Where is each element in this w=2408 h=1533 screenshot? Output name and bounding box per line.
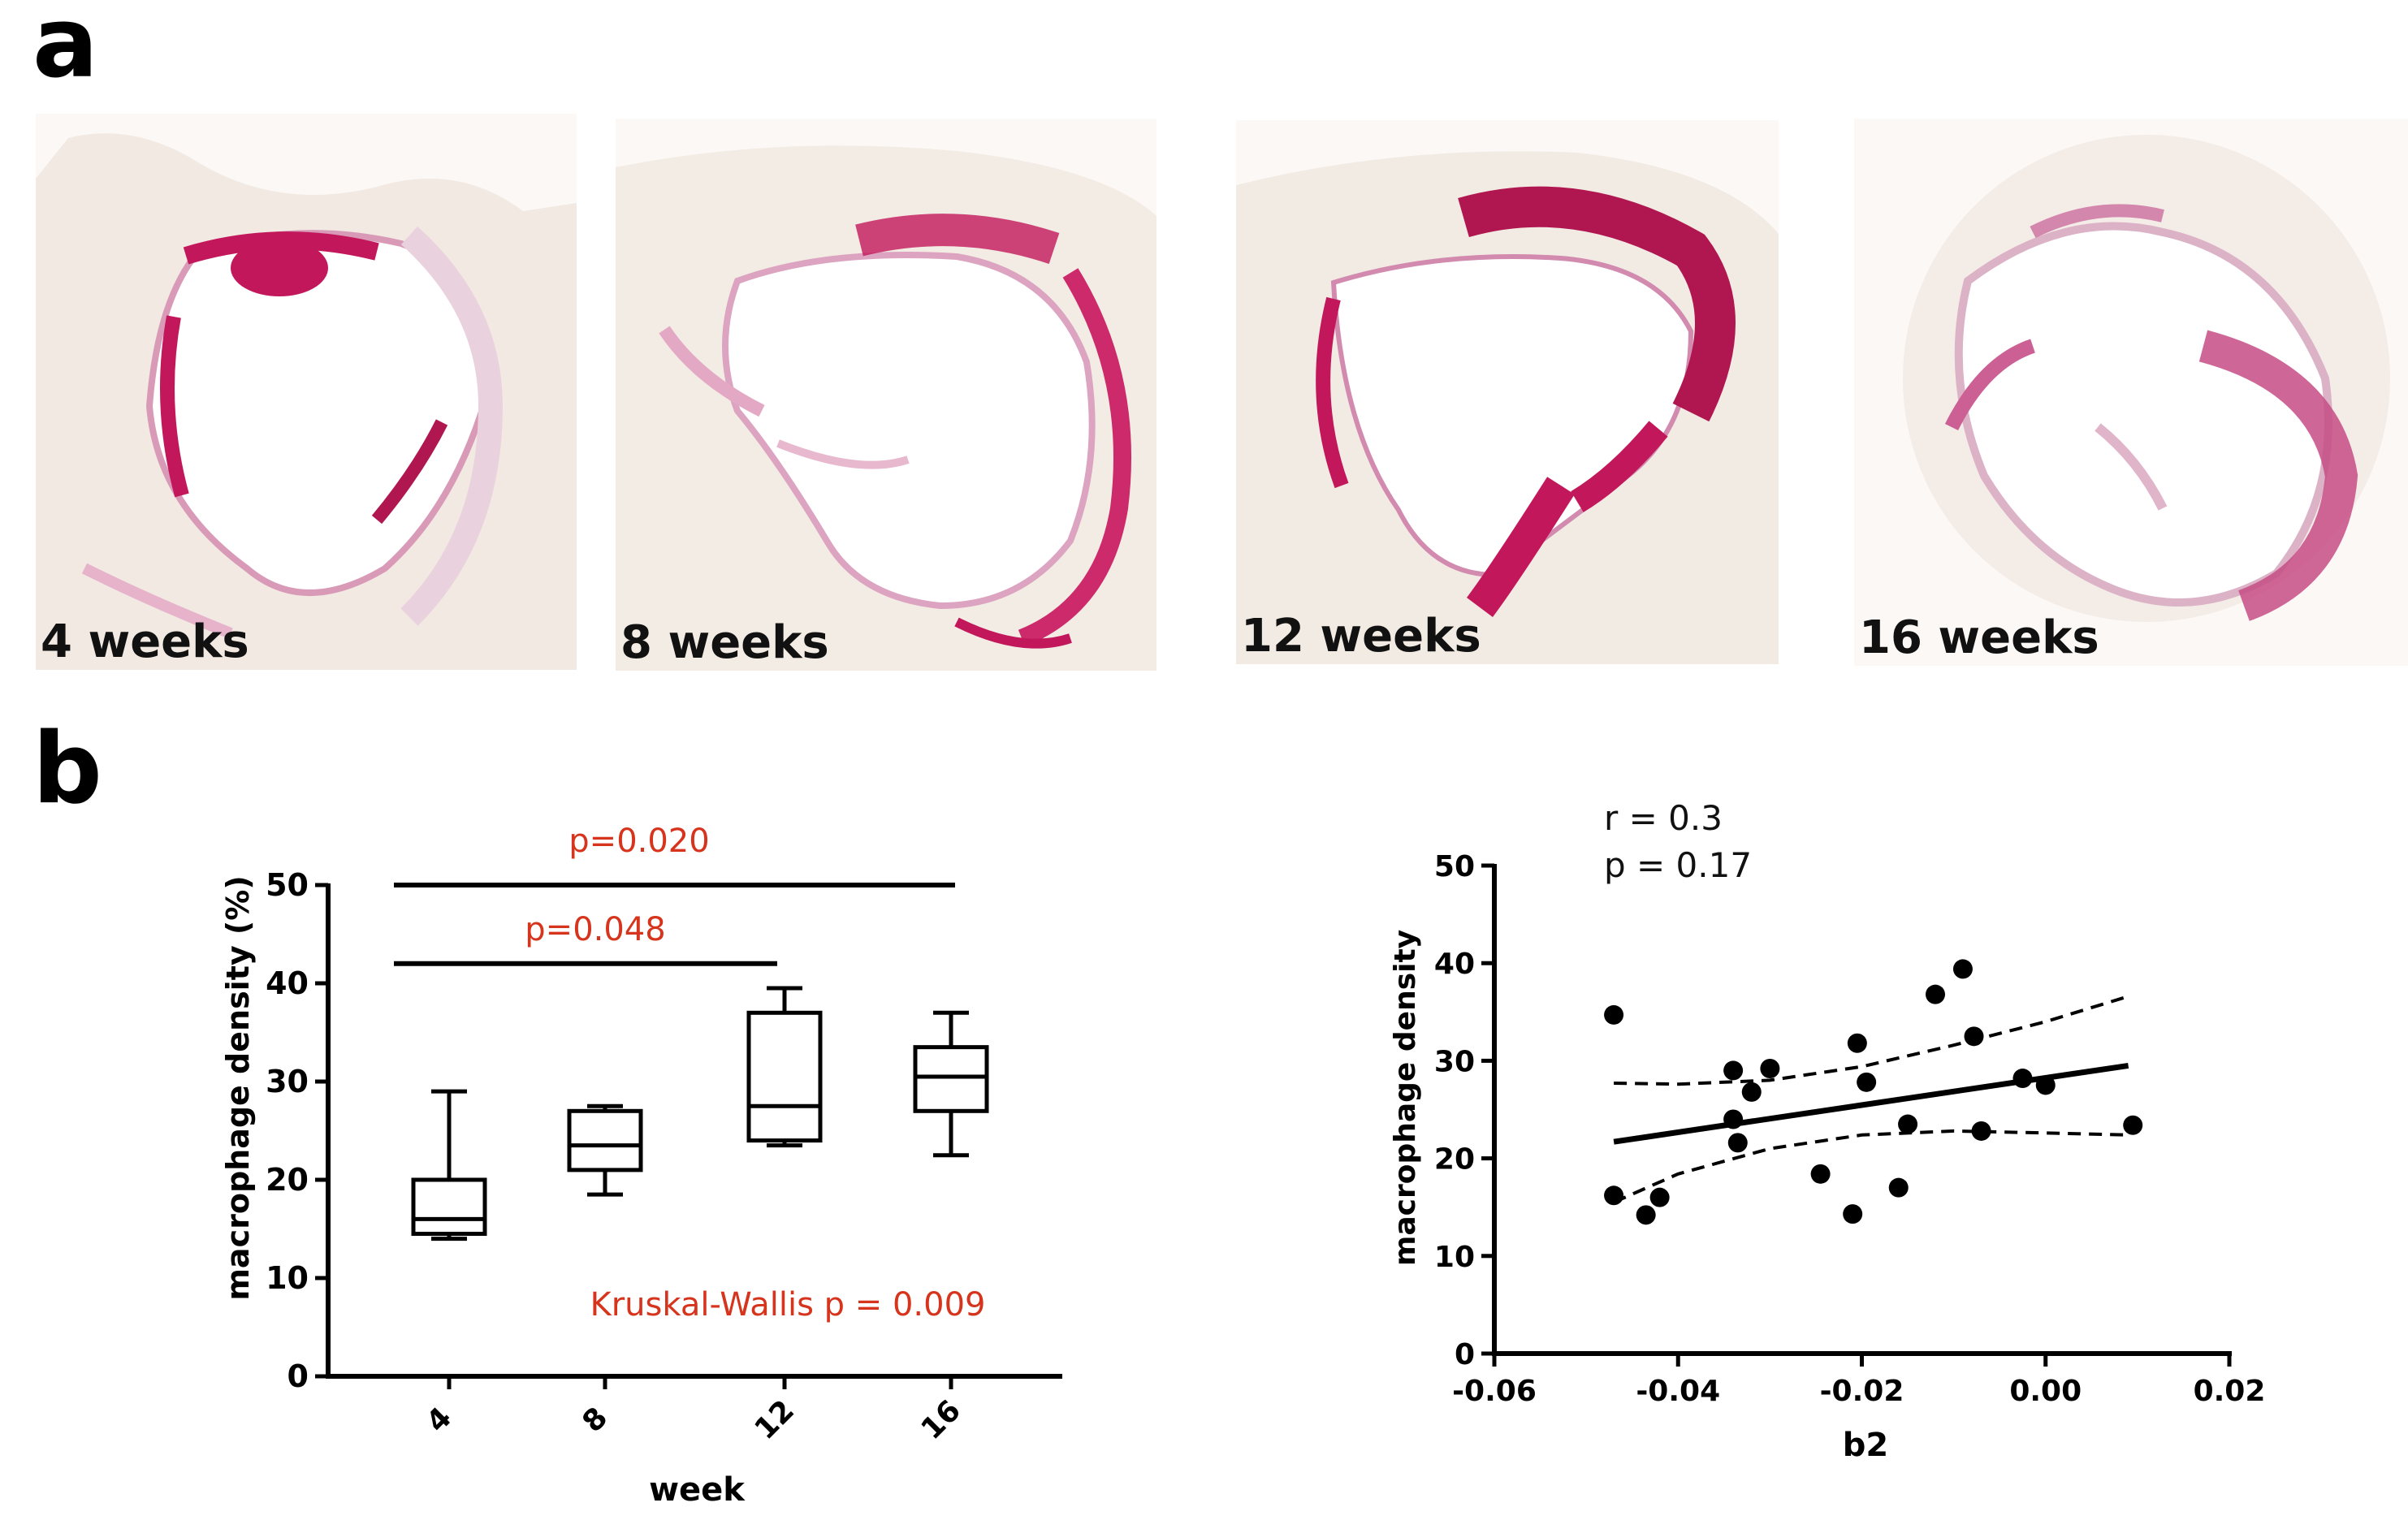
- correlation-p: p = 0.17: [1604, 845, 1752, 885]
- scatter-axes: [1492, 864, 2232, 1356]
- panel-a-letter: a: [32, 0, 98, 100]
- micrograph-label: 8 weeks: [620, 616, 829, 669]
- scatter-y-tick-label: 0: [1455, 1338, 1475, 1371]
- micrograph-4-weeks: 4 weeks: [36, 114, 577, 670]
- data-point: [1926, 984, 1945, 1004]
- box-week-12: [746, 986, 823, 1148]
- data-point: [1760, 1059, 1780, 1079]
- tissue-section-image: [36, 114, 577, 670]
- data-point: [1843, 1204, 1863, 1224]
- data-point: [1723, 1060, 1744, 1081]
- data-point: [1810, 1164, 1831, 1184]
- boxplot-y-ticks: 0 10 20 30 40 50: [266, 867, 328, 1394]
- scatter-y-tick-label: 30: [1434, 1045, 1475, 1078]
- data-point: [1847, 1033, 1867, 1053]
- scatter-x-tick-label: -0.04: [1636, 1375, 1720, 1408]
- boxplot-y-tick-label: 10: [266, 1260, 309, 1296]
- scatter-y-ticks: 0 10 20 30 40 50: [1434, 850, 1494, 1371]
- bracket-p-value-4-vs-12: p=0.048: [525, 911, 665, 948]
- box-iqr: [411, 1177, 487, 1237]
- boxplot-y-tick-label: 0: [287, 1358, 309, 1394]
- box-iqr: [567, 1108, 643, 1172]
- data-point: [2123, 1115, 2143, 1135]
- scatter-x-ticks: -0.06 -0.04 -0.02 0.00 0.02: [1452, 1354, 2265, 1408]
- micrograph-16-weeks: 16 weeks: [1854, 119, 2408, 666]
- scatter-x-tick-label: 0.02: [2194, 1375, 2266, 1408]
- boxplot-y-tick-label: 20: [266, 1162, 309, 1198]
- data-point: [1604, 1004, 1624, 1025]
- data-point: [1952, 959, 1973, 979]
- panel-b-charts: 0 10 20 30 40 50 4 8 12 16 macrophage density (%…: [220, 798, 2265, 1509]
- data-point: [2012, 1069, 2033, 1089]
- data-point: [1649, 1187, 1670, 1207]
- box-week-8: [567, 1103, 643, 1197]
- boxplot-chart: 0 10 20 30 40 50 4 8 12 16 macrophage density (%…: [220, 823, 1062, 1509]
- scatter-y-tick-label: 10: [1434, 1241, 1475, 1274]
- confidence-band: [1613, 995, 2129, 1204]
- boxplot-x-tick-label: 4: [421, 1401, 459, 1440]
- box-iqr: [746, 1010, 823, 1143]
- scatter-chart: 0 10 20 30 40 50 -0.06 -0.04 -0.02 0.00 0.02 macr…: [1389, 798, 2265, 1464]
- data-point: [1741, 1082, 1762, 1102]
- scatter-points: [1604, 959, 2143, 1225]
- data-point: [1723, 1109, 1744, 1129]
- box-iqr: [913, 1045, 989, 1113]
- data-point: [1604, 1185, 1624, 1206]
- data-point: [1888, 1177, 1909, 1198]
- data-point: [1636, 1205, 1656, 1225]
- scatter-x-axis-label: b2: [1843, 1427, 1888, 1464]
- scatter-x-tick-label: -0.02: [1820, 1375, 1904, 1408]
- data-point: [1898, 1114, 1918, 1134]
- correlation-r: r = 0.3: [1604, 798, 1723, 838]
- data-point: [1857, 1072, 1877, 1092]
- boxplot-y-tick-label: 40: [266, 965, 309, 1001]
- boxplot-y-tick-label: 30: [266, 1064, 309, 1099]
- box-week-4: [411, 1089, 487, 1242]
- scatter-x-tick-label: -0.06: [1452, 1375, 1537, 1408]
- tissue-section-image: [1236, 120, 1779, 664]
- tissue-section-image: [616, 119, 1156, 671]
- data-point: [1727, 1133, 1748, 1153]
- micrograph-label: 12 weeks: [1241, 610, 1481, 663]
- scatter-y-tick-label: 20: [1434, 1143, 1475, 1177]
- micrograph-8-weeks: 8 weeks: [616, 119, 1156, 671]
- micrograph-label: 16 weeks: [1859, 611, 2099, 664]
- data-point: [1964, 1026, 1984, 1047]
- scatter-y-axis-label: macrophage density: [1389, 930, 1422, 1266]
- micrograph-12-weeks: 12 weeks: [1236, 120, 1779, 664]
- box-week-16: [913, 1010, 989, 1158]
- scatter-y-tick-label: 40: [1434, 948, 1475, 981]
- scatter-y-tick-label: 50: [1434, 850, 1475, 883]
- ci-lower-line: [1613, 1129, 2129, 1204]
- boxplot-x-ticks: 4 8 12 16: [421, 1376, 967, 1446]
- boxplot-x-tick-label: 8: [577, 1401, 615, 1440]
- boxplot-x-tick-label: 12: [749, 1394, 801, 1446]
- boxplot-x-tick-label: 16: [915, 1394, 967, 1446]
- scatter-x-tick-label: 0.00: [2009, 1375, 2082, 1408]
- kruskal-wallis-result: Kruskal-Wallis p = 0.009: [590, 1286, 985, 1324]
- boxplot-y-tick-label: 50: [266, 867, 309, 903]
- bracket-p-value-4-vs-16: p=0.020: [568, 823, 709, 860]
- boxplot-boxes: [411, 986, 989, 1242]
- ci-upper-line: [1614, 995, 2129, 1086]
- data-point: [2035, 1075, 2056, 1095]
- boxplot-y-axis-label: macrophage density (%): [220, 875, 256, 1300]
- data-point: [1971, 1121, 1991, 1141]
- micrograph-label: 4 weeks: [41, 615, 249, 668]
- boxplot-annotations: [394, 883, 955, 966]
- tissue-section-image: [1854, 119, 2408, 666]
- boxplot-x-axis-label: week: [649, 1471, 746, 1509]
- panel-b-letter: b: [32, 713, 102, 826]
